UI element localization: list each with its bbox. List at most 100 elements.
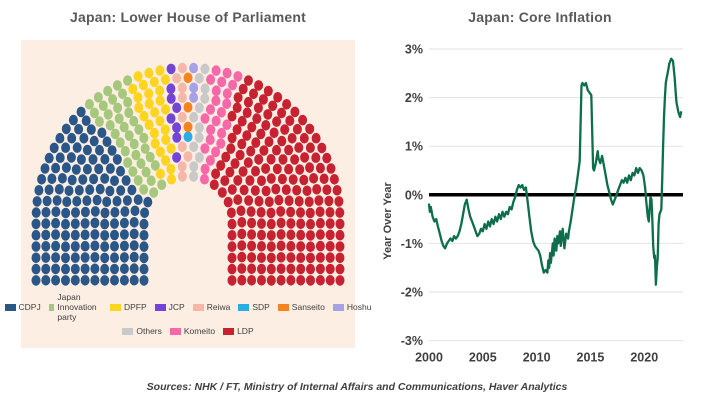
seat-dot (57, 173, 67, 184)
seat-dot (100, 241, 110, 252)
seat-dot (233, 71, 243, 82)
seat-dot (200, 93, 210, 104)
seat-dot (286, 240, 296, 252)
seat-dot (90, 229, 100, 240)
seat-dot (44, 184, 54, 196)
seat-dot (335, 207, 345, 218)
seat-dot (272, 163, 282, 175)
seat-dot (97, 127, 107, 139)
seat-dot (122, 195, 132, 206)
seat-dot (34, 185, 44, 196)
seat-dot (61, 162, 71, 173)
seat-dot (110, 241, 119, 252)
seat-dot (31, 218, 41, 230)
inflation-chart-title: Japan: Core Inflation (468, 9, 612, 25)
seat-dot (172, 122, 182, 133)
seat-dot (172, 132, 182, 143)
seat-dot (100, 275, 110, 286)
seat-dot (227, 110, 237, 122)
seat-dot (233, 92, 243, 103)
seat-dot (227, 275, 237, 286)
seat-dot (139, 263, 149, 275)
seat-dot (115, 137, 125, 148)
seat-dot (315, 162, 325, 174)
seat-dot (236, 205, 246, 217)
seat-dot (139, 241, 149, 252)
seat-dot (139, 275, 149, 286)
seat-dot (183, 151, 193, 162)
seat-dot (51, 240, 61, 252)
seat-dot (167, 173, 176, 185)
seat-dot (324, 195, 334, 207)
seat-dot (294, 196, 304, 207)
seat-dot (61, 207, 71, 219)
legend-label: DPFP (123, 302, 147, 312)
seat-dot (100, 263, 110, 275)
seat-dot (271, 183, 281, 195)
seat-dot (76, 154, 86, 165)
seat-dot (71, 164, 81, 175)
seat-dot (287, 133, 297, 144)
seat-dot (227, 132, 237, 144)
seat-dot (286, 229, 296, 241)
seat-dot (41, 275, 51, 286)
seat-dot (282, 99, 292, 110)
seat-dot (133, 92, 143, 103)
seat-dot (286, 275, 296, 286)
seat-dot (76, 106, 86, 118)
seat-dot (247, 252, 257, 263)
seat-dot (86, 124, 96, 135)
seat-dot (139, 184, 149, 195)
seat-dot (78, 174, 88, 185)
seat-dot (334, 196, 344, 207)
seat-dot (140, 143, 150, 154)
seat-dot (243, 75, 253, 86)
seat-dot (183, 131, 193, 142)
seat-dot (254, 195, 264, 207)
seat-dot (253, 102, 263, 114)
seat-dot (247, 229, 257, 240)
seat-dot (116, 185, 126, 196)
seat-dot (268, 100, 278, 112)
seat-dot (222, 98, 232, 109)
seat-dot (249, 88, 258, 100)
legend-item: Hoshu (332, 302, 371, 312)
seat-dot (107, 145, 117, 156)
seat-dot (298, 114, 308, 126)
seat-dot (54, 184, 64, 195)
seat-dot (129, 263, 139, 274)
seat-dot (251, 137, 261, 148)
seat-dot (245, 175, 255, 186)
seat-dot (237, 263, 247, 274)
seat-dot (88, 154, 98, 165)
seat-dot (189, 92, 199, 103)
seat-dot (257, 229, 266, 241)
seat-dot (41, 229, 51, 241)
seat-dot (110, 263, 119, 275)
seat-dot (90, 206, 100, 217)
seat-dot (296, 207, 305, 218)
seat-dot (166, 143, 176, 154)
seat-dot (286, 263, 296, 275)
seat-dot (296, 241, 306, 252)
seat-dot (62, 196, 72, 208)
seat-dot (160, 74, 170, 85)
seat-dot (129, 138, 139, 150)
seat-dot (325, 229, 335, 241)
seat-dot (315, 217, 325, 229)
seat-dot (119, 252, 129, 263)
seat-dot (189, 62, 199, 74)
seat-dot (120, 206, 130, 217)
seat-dot (134, 124, 144, 135)
seat-dot (237, 228, 247, 240)
seat-dot (211, 115, 221, 127)
seat-dot (211, 65, 221, 76)
seat-dot (149, 76, 159, 88)
seat-dot (306, 275, 315, 286)
seat-dot (166, 163, 176, 175)
seat-dot (235, 149, 245, 161)
legend-label: Others (136, 326, 162, 336)
seat-dot (261, 163, 271, 174)
seat-dot (246, 206, 256, 217)
legend-color-chip (109, 303, 121, 311)
